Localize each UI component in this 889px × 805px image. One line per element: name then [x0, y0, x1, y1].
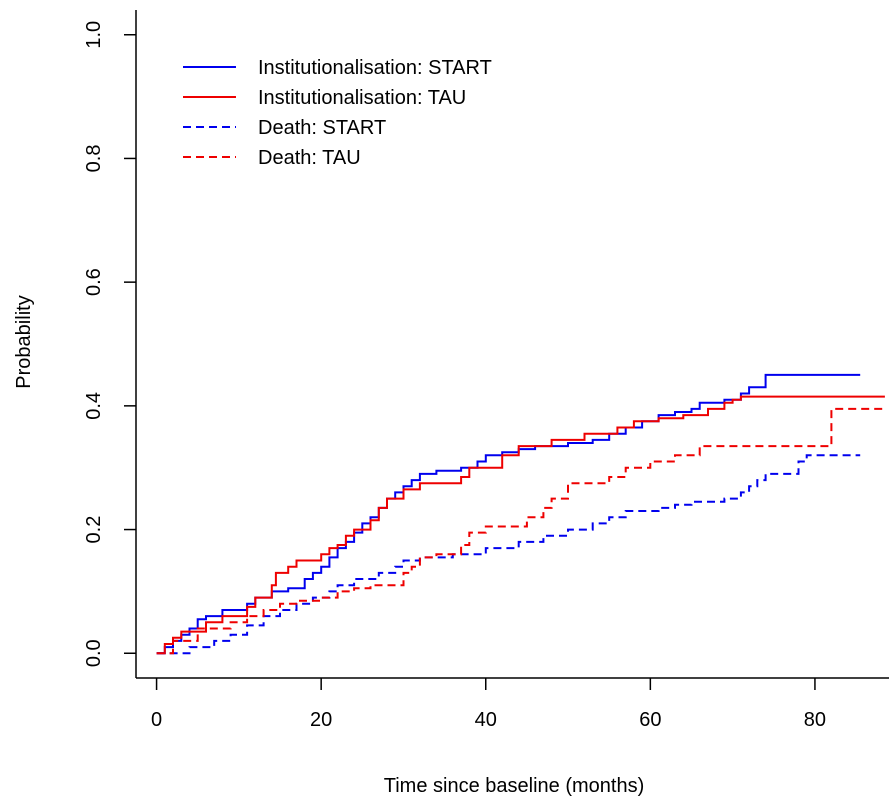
series-line: [156, 407, 885, 655]
y-tick-label: 1.0: [83, 21, 105, 49]
series-layer: [156, 373, 885, 655]
legend-label: Death: START: [258, 117, 386, 139]
legend: Institutionalisation: START Institutional…: [183, 57, 492, 169]
y-tick-label: 0.4: [83, 392, 105, 420]
series-line: [156, 395, 885, 655]
y-tick-label: 0.0: [83, 639, 105, 667]
x-tick-label: 20: [310, 709, 332, 731]
y-axis-title: Probability: [13, 295, 35, 388]
series-line: [156, 373, 861, 655]
x-tick-label: 0: [151, 709, 162, 731]
axes: 0 20 40 60 80 0.0 0.2 0.4 0.6 0.8 1.0: [83, 10, 889, 731]
legend-label: Institutionalisation: START: [258, 57, 492, 79]
x-tick-label: 80: [804, 709, 826, 731]
legend-label: Death: TAU: [258, 147, 361, 169]
x-axis-title: Time since baseline (months): [384, 775, 644, 797]
series-line: [156, 454, 861, 655]
x-tick-label: 60: [639, 709, 661, 731]
y-tick-label: 0.2: [83, 516, 105, 544]
x-tick-label: 40: [475, 709, 497, 731]
legend-label: Institutionalisation: TAU: [258, 87, 466, 109]
y-tick-label: 0.8: [83, 145, 105, 173]
y-tick-label: 0.6: [83, 268, 105, 296]
